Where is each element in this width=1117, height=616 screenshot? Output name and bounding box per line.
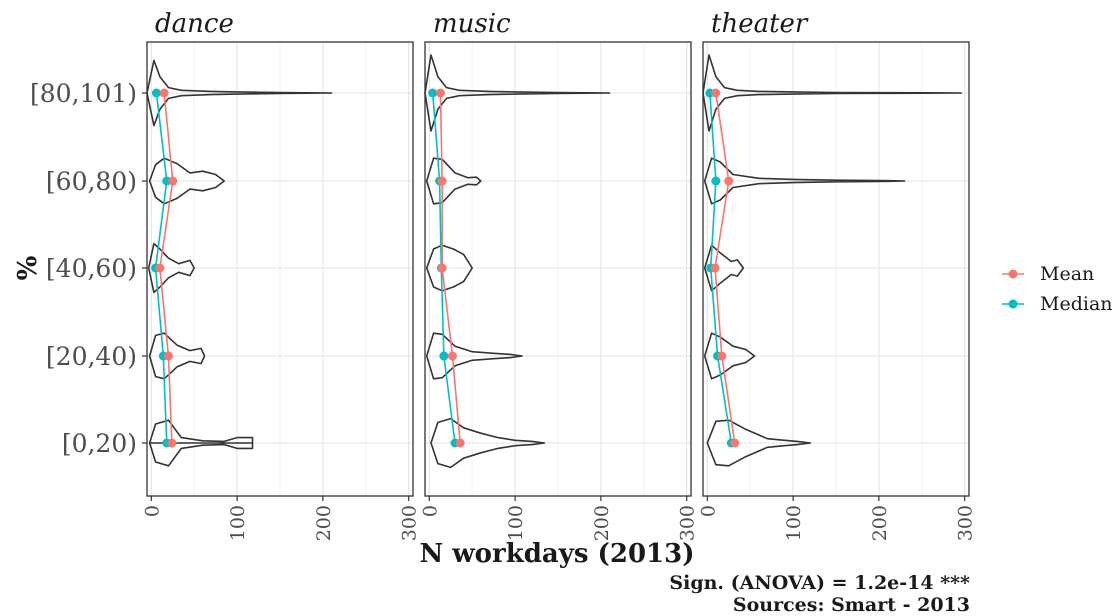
legend: Mean Median [1002,263,1113,315]
median-point [151,88,161,98]
median-point [711,176,721,186]
legend-key-point [1008,299,1018,309]
violin-dance-3 [148,157,225,205]
y-axis: [0,20) [20,40) [40,60) [60,80) [80,101) [30,79,147,458]
mean-point [167,438,177,448]
x-tick-label: 0 [419,505,441,517]
x-tick-label: 300 [955,505,977,541]
mean-point [730,438,740,448]
x-tick-label: 300 [399,505,421,541]
mean-point [168,176,178,186]
mean-point [710,263,720,273]
x-tick-label: 200 [313,505,335,541]
mean-point [711,88,721,98]
y-tick-label: [60,80) [46,167,137,196]
mean-point [447,351,457,361]
violin-theater-4 [702,54,963,132]
legend-label: Median [1040,293,1113,315]
x-tick-label: 0 [141,505,163,517]
x-axis-label: N workdays (2013) [419,539,694,569]
caption-sources: Sources: Smart - 2013 [733,594,970,616]
mean-point [435,88,445,98]
y-tick-label: [20,40) [46,342,137,371]
caption-significance: Sign. (ANOVA) = 1.2e-14 *** [669,572,970,594]
x-tick-label: 100 [505,505,527,541]
facet-title: dance [155,9,234,39]
median-point [439,351,449,361]
x-tick-label: 100 [227,505,249,541]
y-tick-label: [80,101) [30,79,137,108]
x-tick-label: 200 [591,505,613,541]
facets: dance 0 100 200 300 music 0 100 200 300 theater 0 10… [141,9,976,541]
panel-border [702,41,970,497]
y-tick-label: [0,20) [62,429,137,458]
median-point [428,88,438,98]
violin-music-4 [424,54,611,132]
violin-theater-0 [706,419,812,467]
violin-theater-1 [703,332,756,380]
mean-point [159,88,169,98]
mean-point [724,176,734,186]
facet-theater: theater 0 100 200 300 [697,9,976,541]
panel-border [424,41,692,497]
legend-label: Mean [1040,263,1094,285]
legend-item-mean: Mean [1002,263,1094,285]
violin-music-2 [425,244,473,292]
facet-dance: dance 0 100 200 300 [141,9,420,541]
mean-point [717,351,727,361]
panel-border [146,41,414,497]
mean-point [163,351,173,361]
violin-dance-4 [146,59,333,127]
legend-key-point [1008,269,1018,279]
x-tick-label: 100 [783,505,805,541]
mean-point [455,438,465,448]
x-tick-label: 0 [697,505,719,517]
legend-item-median: Median [1002,293,1113,315]
x-tick-label: 200 [869,505,891,541]
mean-point [437,263,447,273]
mean-point [437,176,447,186]
x-tick-label: 300 [677,505,699,541]
violin-theater-3 [703,157,906,205]
violin-dance-2 [147,242,195,294]
mean-point [155,263,165,273]
facet-title: theater [711,9,809,39]
facet-music: music 0 100 200 300 [419,9,698,541]
facet-title: music [433,9,511,39]
y-axis-label: % [13,255,43,280]
y-tick-label: [40,60) [46,254,137,283]
violin-dance-0 [148,419,254,467]
